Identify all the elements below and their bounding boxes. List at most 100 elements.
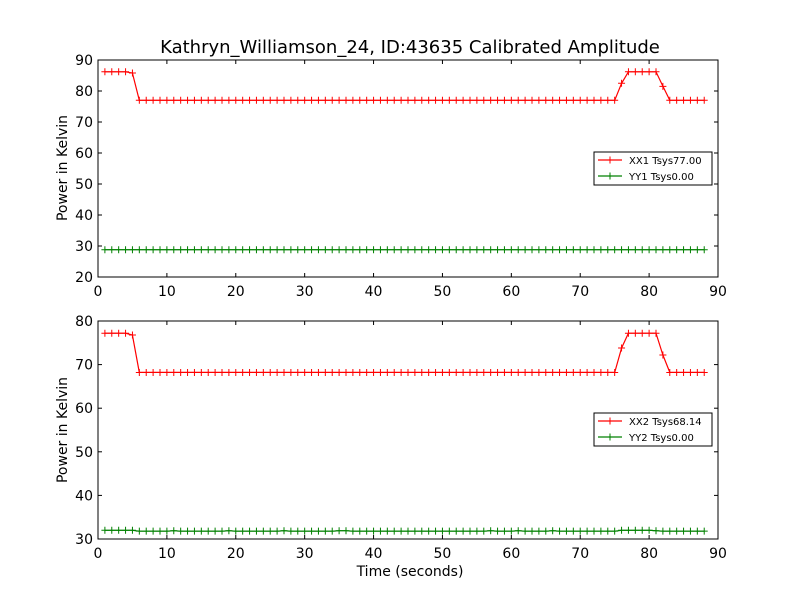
data-point <box>618 79 626 87</box>
data-point <box>466 246 474 254</box>
data-point <box>328 246 336 254</box>
data-point <box>666 96 674 104</box>
data-point <box>101 68 109 76</box>
legend-swatch-marker <box>606 433 614 441</box>
data-point <box>252 527 260 535</box>
data-point <box>108 329 116 337</box>
data-point <box>128 69 136 77</box>
data-point <box>184 368 192 376</box>
data-point <box>163 246 171 254</box>
legend-swatch-marker <box>606 417 614 425</box>
data-point <box>666 246 674 254</box>
data-point <box>211 246 219 254</box>
data-point <box>507 368 515 376</box>
data-point <box>666 527 674 535</box>
data-point <box>349 96 357 104</box>
data-point <box>521 527 529 535</box>
data-point <box>611 527 619 535</box>
data-point <box>528 368 536 376</box>
data-point <box>604 527 612 535</box>
y-tick-label: 60 <box>75 401 93 417</box>
data-point <box>611 96 619 104</box>
x-tick-label: 20 <box>227 284 245 300</box>
data-point <box>232 96 240 104</box>
data-point <box>700 246 708 254</box>
data-point <box>480 246 488 254</box>
data-point <box>459 368 467 376</box>
x-tick-label: 80 <box>640 284 658 300</box>
data-point <box>335 96 343 104</box>
data-point <box>259 368 267 376</box>
data-point <box>624 526 632 534</box>
data-point <box>301 96 309 104</box>
data-point <box>597 368 605 376</box>
y-tick-label: 40 <box>75 488 93 504</box>
data-point <box>466 527 474 535</box>
data-point <box>638 68 646 76</box>
data-point <box>301 368 309 376</box>
data-point <box>328 527 336 535</box>
data-point <box>301 527 309 535</box>
y-tick-label: 50 <box>75 445 93 461</box>
data-point <box>335 246 343 254</box>
data-point <box>294 96 302 104</box>
data-point <box>638 329 646 337</box>
data-point <box>190 96 198 104</box>
data-point <box>425 527 433 535</box>
data-point <box>652 68 660 76</box>
axes-frame <box>97 59 719 278</box>
data-point <box>418 368 426 376</box>
data-point <box>349 246 357 254</box>
data-point <box>452 527 460 535</box>
data-point <box>556 246 564 254</box>
legend-entry-label: YY2 Tsys0.00 <box>628 433 694 444</box>
data-point <box>445 368 453 376</box>
data-point <box>604 246 612 254</box>
data-point <box>438 96 446 104</box>
data-point <box>521 368 529 376</box>
x-axis-label: Time (seconds) <box>356 564 464 580</box>
y-tick-label: 60 <box>75 146 93 162</box>
data-point <box>686 96 694 104</box>
data-point <box>659 527 667 535</box>
data-point <box>190 368 198 376</box>
data-point <box>500 96 508 104</box>
x-tick-label: 0 <box>94 546 103 562</box>
data-point <box>404 368 412 376</box>
chart-title: Kathryn_Williamson_24, ID:43635 Calibrat… <box>160 37 660 58</box>
data-point <box>576 368 584 376</box>
legend-entry-label: XX1 Tsys77.00 <box>629 156 702 167</box>
data-point <box>404 527 412 535</box>
data-point <box>583 368 591 376</box>
data-point <box>473 527 481 535</box>
data-point <box>638 246 646 254</box>
data-point <box>473 246 481 254</box>
data-point <box>583 527 591 535</box>
data-point <box>363 246 371 254</box>
data-point <box>611 368 619 376</box>
data-point <box>197 246 205 254</box>
data-point <box>432 527 440 535</box>
data-point <box>652 246 660 254</box>
data-point <box>335 527 343 535</box>
data-point <box>128 246 136 254</box>
data-point <box>680 368 688 376</box>
data-point <box>500 246 508 254</box>
x-tick-label: 40 <box>365 546 383 562</box>
data-point <box>604 96 612 104</box>
data-point <box>363 527 371 535</box>
data-point <box>473 96 481 104</box>
data-point <box>376 246 384 254</box>
y-tick-label: 80 <box>75 84 93 100</box>
data-point <box>535 246 543 254</box>
data-point <box>680 527 688 535</box>
data-point <box>246 527 254 535</box>
data-point <box>659 351 667 359</box>
data-point <box>487 246 495 254</box>
data-point <box>211 368 219 376</box>
data-point <box>473 368 481 376</box>
data-point <box>204 527 212 535</box>
data-point <box>370 527 378 535</box>
data-point <box>576 246 584 254</box>
data-point <box>184 246 192 254</box>
